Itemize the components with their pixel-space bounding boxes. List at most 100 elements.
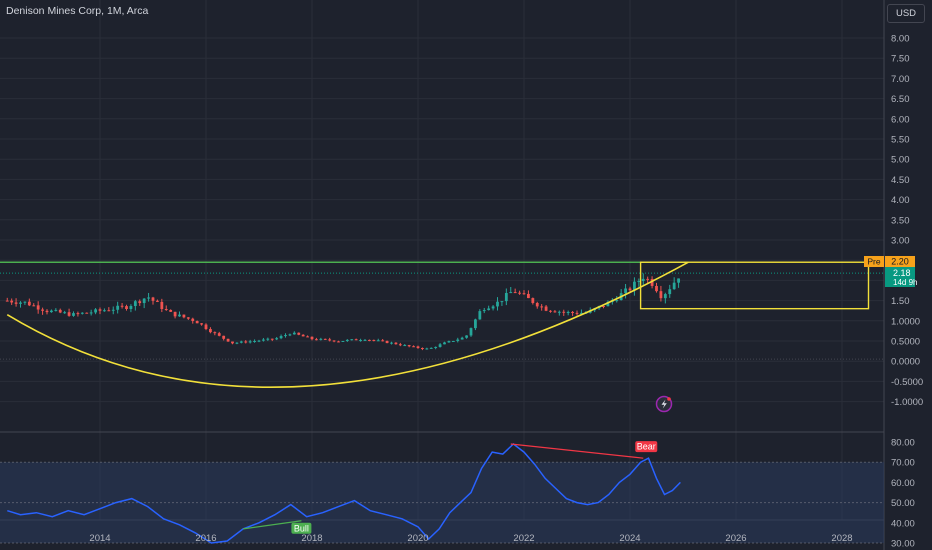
candle-body [36, 305, 40, 310]
candle [518, 290, 521, 295]
candle-body [266, 338, 270, 340]
lightning-icon[interactable] [655, 395, 673, 413]
candle [394, 342, 398, 345]
candle-body [659, 291, 663, 299]
candle [182, 314, 186, 319]
candle [421, 347, 424, 351]
price-tick-label: 3.00 [891, 236, 910, 247]
candle [487, 305, 491, 311]
candle [672, 277, 676, 290]
candle-body [116, 305, 120, 310]
candle [531, 297, 535, 305]
candle [456, 337, 460, 343]
candle [36, 301, 40, 314]
candle [602, 306, 605, 309]
candle [650, 276, 654, 289]
candle [668, 284, 672, 298]
candle-body [292, 332, 296, 335]
candle-body [527, 293, 530, 299]
candle-body [641, 278, 645, 282]
candle-body [63, 312, 67, 314]
candle [195, 320, 199, 324]
candle [270, 338, 274, 342]
candle [235, 342, 239, 345]
candle-body [646, 278, 650, 280]
candle-body [200, 323, 203, 325]
candle [85, 312, 89, 314]
candle [425, 347, 429, 350]
candle [491, 305, 495, 311]
candle [504, 288, 508, 306]
candle-body [443, 342, 446, 345]
candle-body [226, 338, 230, 342]
candle [129, 304, 133, 313]
candle-body [421, 347, 424, 349]
candle [544, 305, 548, 312]
candle [385, 340, 389, 344]
candle-body [239, 341, 243, 343]
currency-selector[interactable]: USD [887, 4, 925, 23]
candle [363, 338, 367, 341]
candlestick-series[interactable] [5, 273, 680, 351]
candle [262, 337, 265, 342]
candle [275, 336, 279, 341]
candle-body [191, 318, 195, 321]
candle-body [447, 341, 451, 343]
candle [460, 336, 464, 340]
candle-body [451, 340, 455, 342]
price-tick-label: 7.00 [891, 74, 910, 85]
candle [173, 311, 177, 319]
candle [284, 333, 287, 338]
candle [677, 278, 680, 288]
price-tick-label: 5.50 [891, 135, 910, 146]
candle-body [14, 302, 18, 304]
time-tick-label: 2014 [89, 533, 110, 544]
candle-body [319, 338, 323, 340]
handle-box[interactable] [639, 261, 870, 310]
candle [527, 290, 530, 299]
candle-body [544, 306, 548, 311]
candle [354, 338, 358, 341]
candle-body [412, 346, 415, 348]
candle-body [553, 311, 557, 313]
candle-body [535, 302, 539, 307]
price-tick-label: 8.00 [891, 34, 910, 45]
candle [332, 340, 336, 343]
candle-body [186, 317, 190, 319]
candle-body [160, 301, 164, 310]
time-axis[interactable]: 2014 2016 2018 2020 2022 2024 2026 2028 [89, 533, 852, 544]
candle [341, 340, 345, 342]
pre-price: 2.20 [891, 257, 909, 267]
candle-body [217, 333, 221, 336]
candle-body [549, 310, 552, 312]
candle [63, 310, 67, 314]
candle [226, 338, 230, 342]
candle-body [372, 339, 376, 341]
candle-body [275, 338, 279, 340]
candle-body [368, 339, 371, 341]
candle [412, 345, 415, 348]
candle [646, 276, 650, 284]
candle-body [513, 292, 517, 294]
time-tick-label: 2028 [831, 533, 852, 544]
time-tick-label: 2026 [725, 533, 746, 544]
candle-body [257, 340, 261, 342]
candle-body [580, 312, 583, 314]
candle [248, 339, 252, 344]
time-tick-label: 2024 [619, 533, 640, 544]
candle-body [460, 337, 464, 340]
candle-body [456, 339, 460, 341]
cup-curve[interactable] [6, 261, 689, 389]
candle-body [650, 279, 654, 286]
candle [253, 339, 256, 343]
candle-body [125, 306, 128, 309]
candle-body [310, 336, 314, 340]
candle [328, 337, 332, 342]
rsi-axis[interactable]: 80.00 70.00 60.00 50.00 40.00 30.00 [891, 438, 915, 550]
candle-body [151, 297, 155, 301]
candle-body [164, 309, 168, 311]
candle [580, 309, 583, 315]
candle [301, 334, 305, 337]
candle-body [301, 334, 305, 337]
